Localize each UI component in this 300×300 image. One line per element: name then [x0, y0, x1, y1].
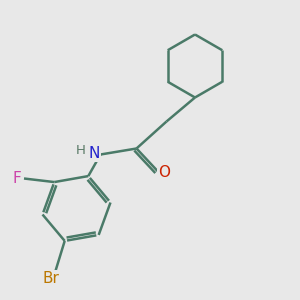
Text: H: H: [76, 144, 86, 158]
Text: O: O: [158, 165, 170, 180]
Text: N: N: [88, 146, 100, 160]
Text: F: F: [12, 171, 21, 186]
Text: Br: Br: [43, 271, 59, 286]
